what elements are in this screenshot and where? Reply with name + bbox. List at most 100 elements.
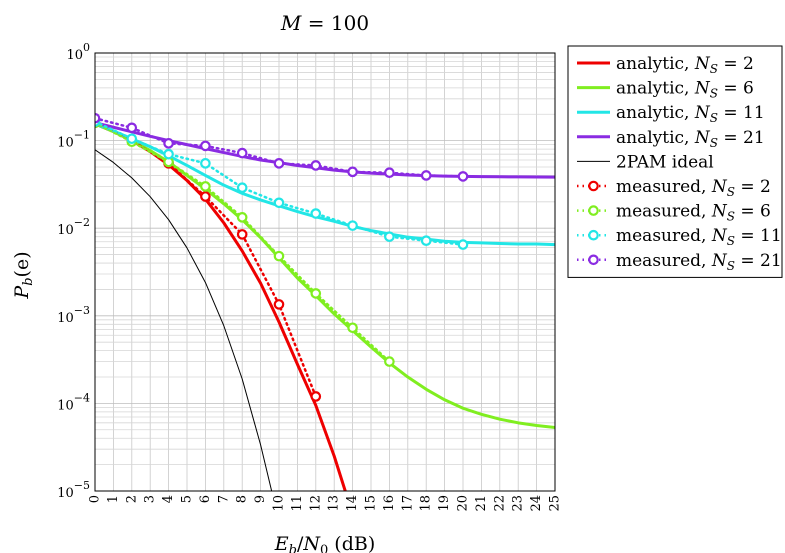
x-tick-label: 16	[382, 495, 397, 512]
data-point	[126, 133, 138, 145]
x-tick-label: 8	[235, 495, 250, 503]
data-point	[384, 231, 395, 242]
x-tick-label: 2	[124, 495, 139, 503]
x-tick-label: 21	[474, 495, 489, 512]
x-tick-label: 18	[419, 495, 434, 512]
series-line	[95, 121, 555, 179]
series-8	[95, 112, 469, 182]
legend-label: analytic, NS = 21	[616, 128, 765, 150]
legend-label: measured, NS = 2	[616, 177, 771, 199]
data-point	[457, 239, 469, 250]
data-point	[310, 391, 322, 402]
x-tick-label: 12	[308, 495, 323, 512]
x-tick-label: 24	[529, 495, 544, 512]
data-point	[126, 122, 138, 134]
legend-entry: analytic, NS = 6	[577, 79, 754, 101]
legend-marker	[588, 205, 599, 216]
x-axis-label: Eb/N0 (dB)	[274, 533, 376, 553]
plot-frame	[94, 52, 556, 492]
x-tick-label: 4	[161, 495, 176, 503]
series-6	[95, 117, 395, 367]
x-tick-label: 23	[511, 495, 526, 512]
legend-entry: analytic, NS = 21	[577, 128, 765, 150]
y-tick-label: 100	[66, 41, 90, 63]
y-tick-label: 10−4	[57, 391, 90, 413]
x-tick-labels: 0 1 2 3 4 5 6 7 8 9 10 11 12 13 14 15 16 17 18 19 20 21 22 23 24…	[88, 495, 563, 512]
x-tick-label: 9	[253, 495, 268, 503]
legend-label: analytic, NS = 6	[616, 79, 754, 101]
data-point	[163, 138, 174, 149]
x-tick-label: 1	[106, 495, 121, 503]
plot-grid	[94, 53, 556, 492]
x-tick-label: 10	[272, 495, 287, 512]
data-point	[273, 158, 285, 169]
x-tick-label: 13	[327, 495, 342, 512]
data-point	[310, 208, 322, 219]
data-point	[347, 166, 358, 178]
x-tick-label: 7	[216, 495, 231, 503]
y-tick-label: 10−5	[57, 479, 90, 501]
data-point	[384, 167, 395, 179]
data-point	[273, 299, 285, 310]
legend-label: measured, NS = 21	[616, 251, 782, 273]
y-axis-label: Pb(e)	[11, 251, 36, 299]
legend-marker	[588, 229, 599, 241]
x-tick-label: 6	[198, 495, 213, 503]
legend-marker	[588, 180, 599, 192]
legend-entry: measured, NS = 2	[577, 177, 771, 199]
legend-label: measured, NS = 11	[616, 226, 782, 248]
data-point	[310, 160, 322, 171]
legend-entry: measured, NS = 21	[577, 251, 782, 273]
legend-marker	[588, 254, 599, 266]
series-7	[95, 116, 469, 250]
series-3	[95, 121, 555, 179]
x-tick-label: 19	[437, 495, 452, 512]
y-tick-label: 10−2	[57, 216, 90, 238]
legend-entry: measured, NS = 11	[577, 226, 782, 248]
data-point	[163, 148, 174, 160]
y-tick-labels: 100 10−1 10−2 10−3 10−4 10−5	[57, 41, 90, 501]
x-tick-label: 17	[400, 495, 415, 512]
x-tick-label: 14	[345, 495, 360, 512]
x-tick-label: 25	[548, 495, 563, 512]
data-point	[236, 182, 248, 193]
series-line	[95, 149, 273, 491]
x-tick-label: 15	[364, 495, 379, 512]
x-tick-label: 5	[180, 495, 195, 503]
data-point	[236, 147, 248, 159]
legend-entry: measured, NS = 6	[577, 202, 771, 224]
data-point	[420, 235, 432, 246]
data-point	[236, 212, 248, 223]
legend-label: measured, NS = 6	[616, 202, 771, 224]
legend-label: 2PAM ideal	[616, 152, 714, 172]
x-tick-label: 11	[290, 495, 305, 512]
data-point	[273, 197, 285, 209]
x-tick-label: 22	[492, 495, 507, 512]
data-point	[200, 140, 211, 152]
x-tick-label: 3	[143, 495, 158, 503]
data-point	[236, 229, 248, 240]
data-point	[384, 356, 395, 367]
legend-label: analytic, NS = 2	[616, 54, 754, 76]
series-line	[95, 116, 465, 178]
data-point	[200, 181, 211, 192]
legend-label: analytic, NS = 11	[616, 103, 765, 125]
legend-entry: analytic, NS = 2	[577, 54, 754, 76]
data-point	[310, 288, 322, 299]
data-point	[347, 322, 358, 334]
y-tick-label: 10−3	[57, 304, 90, 326]
series-layer	[95, 112, 555, 491]
data-point	[347, 220, 358, 231]
legend-entry: analytic, NS = 11	[577, 103, 765, 125]
data-point	[457, 171, 469, 182]
y-tick-label: 10−1	[57, 129, 90, 151]
series-4	[95, 149, 273, 491]
data-point	[200, 158, 211, 169]
data-point	[273, 250, 285, 262]
chart-title: M = 100	[280, 11, 369, 35]
data-point	[200, 191, 211, 202]
x-tick-label: 20	[456, 495, 471, 512]
legend-entry: 2PAM ideal	[577, 152, 714, 172]
